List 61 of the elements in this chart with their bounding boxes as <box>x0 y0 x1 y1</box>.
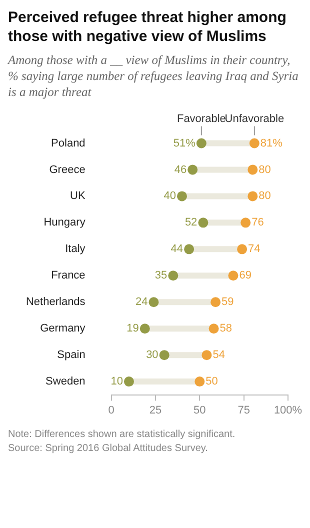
data-label: 54 <box>212 349 225 362</box>
data-label: 69 <box>239 270 252 282</box>
point <box>148 297 159 308</box>
point <box>196 138 206 148</box>
text: Note: Differences shown are statistically significant. <box>8 429 236 440</box>
point <box>249 138 260 148</box>
y-tick-label: Greece <box>49 164 86 176</box>
data-label: 30 <box>146 349 158 362</box>
x-tick-label: 50 <box>194 404 206 416</box>
data-label: 44 <box>170 243 184 256</box>
point <box>168 270 178 281</box>
x-tick-label: 25 <box>149 404 162 416</box>
data-label: 51% <box>173 137 196 150</box>
chart-title: Perceived refugee threat higher among those with negative view of Muslims <box>8 8 288 46</box>
data-label: 52 <box>184 216 198 229</box>
y-tick-label: Germany <box>40 322 86 335</box>
point <box>248 164 258 175</box>
chart-subtitle: Among those with a __ view of Muslims in their country, % saying large number of refugees leaving Iraq and Syria is a major threat <box>8 52 300 100</box>
point <box>237 244 248 254</box>
data-label: 76 <box>252 216 264 229</box>
point <box>176 191 187 202</box>
point <box>228 270 238 281</box>
data-label: 80 <box>258 190 271 202</box>
point <box>202 350 212 360</box>
series-label: Unfavorable <box>224 113 284 126</box>
data-label: 35 <box>154 270 168 282</box>
data-label: 46 <box>174 164 187 176</box>
data-label: 24 <box>135 296 148 308</box>
point <box>208 324 219 334</box>
data-label: 81% <box>260 137 283 150</box>
point <box>198 218 208 228</box>
data-label: 80 <box>258 164 271 176</box>
x-tick-label: 75 <box>238 404 250 416</box>
series-label: Favorable <box>176 113 226 126</box>
data-label: 58 <box>220 322 232 335</box>
point <box>140 324 150 334</box>
point <box>240 218 251 228</box>
data-label: 10 <box>110 376 123 388</box>
point <box>194 376 205 387</box>
y-tick-label: Sweden <box>46 376 86 388</box>
data-label: 74 <box>248 243 260 256</box>
y-tick-label: Italy <box>65 243 86 256</box>
point <box>184 244 194 254</box>
y-tick-label: France <box>51 270 86 282</box>
y-tick-label: Netherlands <box>26 296 86 308</box>
data-label: 40 <box>164 190 176 202</box>
y-tick-label: Poland <box>51 137 86 150</box>
x-tick-label: 0 <box>108 404 114 416</box>
point <box>248 191 258 202</box>
data-label: 50 <box>206 376 218 388</box>
data-label: 19 <box>126 322 139 335</box>
y-tick-label: Hungary <box>44 216 86 229</box>
point <box>210 297 221 308</box>
y-tick-label: Spain <box>57 349 86 362</box>
data-label: 59 <box>222 296 234 308</box>
point <box>159 350 170 360</box>
point <box>124 376 134 387</box>
x-tick-label: 100% <box>274 404 302 416</box>
y-tick-label: UK <box>70 190 86 202</box>
point <box>188 164 198 175</box>
source-note: Source: Spring 2016 Global Attitudes Survey. <box>8 443 208 454</box>
